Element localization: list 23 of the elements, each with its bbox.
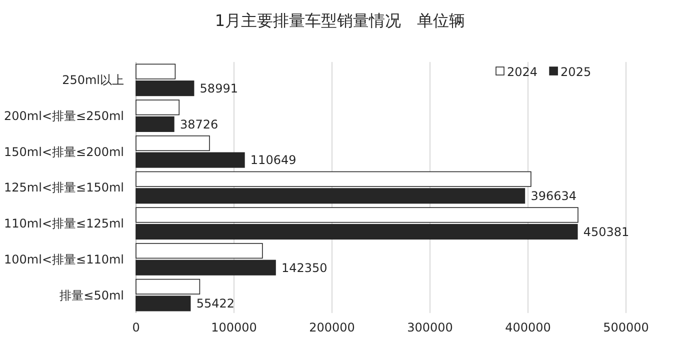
data-label: 38726 bbox=[180, 117, 218, 132]
x-tick-label: 400000 bbox=[505, 320, 551, 335]
y-tick-label: 125ml<排量≤150ml bbox=[4, 180, 124, 195]
data-label: 55422 bbox=[196, 296, 234, 311]
x-tick-label: 100000 bbox=[211, 320, 257, 335]
data-label: 58991 bbox=[200, 82, 238, 96]
y-tick-label: 110ml<排量≤125ml bbox=[4, 216, 124, 231]
y-tick-label: 100ml<排量≤110ml bbox=[4, 252, 124, 266]
data-label: 110649 bbox=[250, 153, 296, 168]
data-label: 450381 bbox=[583, 224, 630, 239]
y-tick-label: 150ml<排量≤200ml bbox=[4, 144, 124, 159]
y-tick-label: 排量≤50ml bbox=[60, 288, 124, 302]
x-tick-label: 500000 bbox=[603, 320, 649, 335]
x-tick-label: 200000 bbox=[309, 320, 355, 335]
x-tick-label: 300000 bbox=[407, 320, 453, 335]
legend-label: 2024 bbox=[507, 65, 538, 80]
chart-title: 1月主要排量车型销量情况 单位辆 bbox=[214, 11, 466, 30]
y-tick-label: 250ml以上 bbox=[62, 73, 124, 88]
data-label: 142350 bbox=[282, 260, 328, 275]
y-tick-label: 200ml<排量≤250ml bbox=[4, 108, 124, 123]
legend-label: 2025 bbox=[560, 65, 592, 80]
x-tick-label: 0 bbox=[132, 320, 140, 335]
data-label: 396634 bbox=[530, 189, 577, 204]
